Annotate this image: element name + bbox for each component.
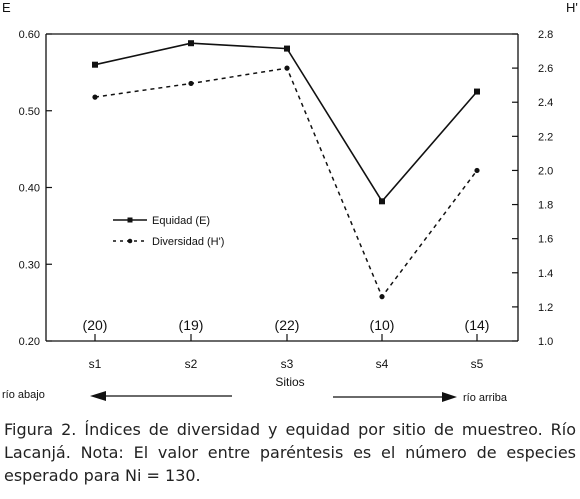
axes xyxy=(45,33,519,342)
direction-downstream: río abajo xyxy=(2,389,232,401)
right-tick-label: 1.6 xyxy=(538,234,553,246)
right-tick-label: 1.0 xyxy=(538,336,553,348)
right-tick-label: 1.4 xyxy=(538,268,553,280)
legend: Equidad (E) Diversidad (H') xyxy=(113,215,224,248)
right-tick-label: 2.8 xyxy=(538,29,553,41)
x-axis-title: Sitios xyxy=(275,375,304,389)
left-axis-title: E xyxy=(2,0,11,15)
legend-label-diversidad: Diversidad (H') xyxy=(152,236,224,248)
right-tick-label: 1.8 xyxy=(538,200,553,212)
equidad-point xyxy=(474,88,480,95)
equidad-point xyxy=(284,45,290,52)
right-tick-label: 1.2 xyxy=(538,302,553,314)
expected-species-label: (22) xyxy=(275,317,300,333)
expected-species-labels: (20) (19) (22) (10) (14) xyxy=(83,317,490,333)
left-tick-label: 0.20 xyxy=(19,336,40,348)
right-tick-label: 2.4 xyxy=(538,97,553,109)
equidad-point xyxy=(92,61,98,68)
x-tick-label: s4 xyxy=(376,357,389,371)
right-tick-label: 2.2 xyxy=(538,131,553,143)
legend-label-equidad: Equidad (E) xyxy=(152,215,210,227)
right-ticks: 1.0 1.2 1.4 1.6 1.8 2.0 2.2 2.4 2.6 2.8 xyxy=(512,29,553,348)
diversidad-point xyxy=(474,167,480,174)
direction-downstream-label: río abajo xyxy=(2,389,45,401)
series-layer xyxy=(92,40,480,300)
right-axis-title: H' xyxy=(566,0,578,15)
equidad-point xyxy=(379,198,385,205)
equidad-point xyxy=(188,40,194,47)
direction-upstream-label: río arriba xyxy=(463,392,508,404)
legend-dot-marker xyxy=(127,238,133,244)
x-tick-label: s3 xyxy=(281,357,294,371)
diversidad-point xyxy=(284,65,290,71)
x-ticks: s1 s2 s3 s4 s5 xyxy=(89,334,484,371)
left-tick-label: 0.30 xyxy=(19,259,40,271)
expected-species-label: (20) xyxy=(83,317,108,333)
legend-square-marker xyxy=(127,217,133,223)
x-tick-label: s2 xyxy=(185,357,198,371)
expected-species-label: (14) xyxy=(465,317,490,333)
diversidad-point xyxy=(379,294,385,300)
figure-caption: Figura 2. Índices de diversidad y equida… xyxy=(4,420,576,485)
right-tick-label: 2.6 xyxy=(538,63,553,75)
diversidad-line xyxy=(94,67,478,299)
expected-species-label: (10) xyxy=(370,317,395,333)
downstream-arrow-head xyxy=(90,391,106,401)
x-tick-label: s1 xyxy=(89,357,102,371)
left-tick-label: 0.60 xyxy=(19,29,40,41)
right-tick-label: 2.0 xyxy=(538,165,553,177)
upstream-arrow-head xyxy=(442,392,457,402)
diversidad-point xyxy=(92,94,98,100)
left-tick-label: 0.50 xyxy=(19,106,40,118)
expected-species-label: (19) xyxy=(179,317,204,333)
x-tick-label: s5 xyxy=(471,357,484,371)
left-tick-label: 0.40 xyxy=(19,183,40,195)
left-ticks: 0.20 0.30 0.40 0.50 0.60 xyxy=(19,29,52,348)
diversidad-point xyxy=(188,80,194,87)
direction-upstream: río arriba xyxy=(333,392,508,404)
